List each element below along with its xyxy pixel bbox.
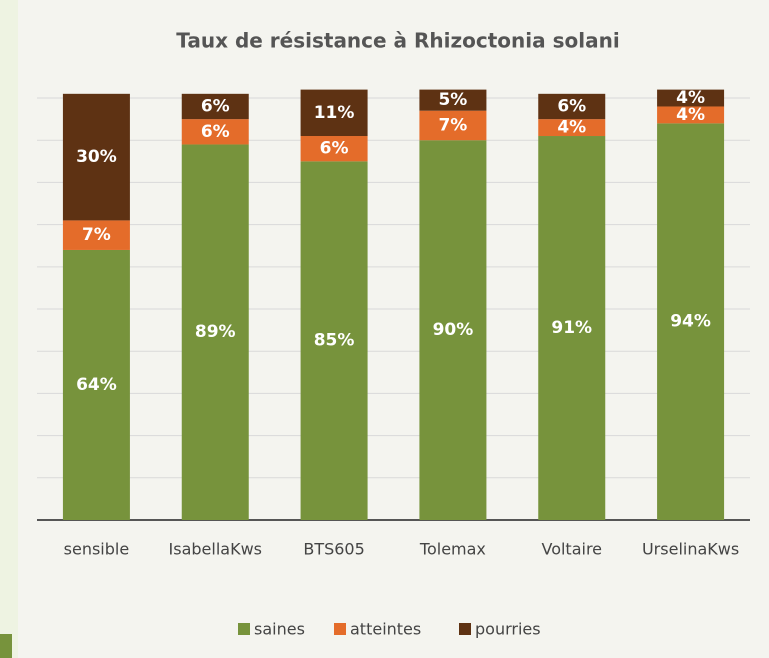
bar-segment	[300, 161, 368, 521]
data-label: 90%	[433, 320, 474, 340]
bar-segment	[62, 249, 130, 520]
legend-label: atteintes	[350, 620, 421, 639]
bar-segment	[181, 119, 249, 145]
data-label: 85%	[314, 331, 355, 351]
data-label: 91%	[551, 318, 592, 338]
legend-swatch	[459, 623, 471, 635]
bar-segment	[538, 119, 606, 137]
bar-segment	[419, 140, 487, 520]
data-label: 4%	[557, 118, 586, 138]
data-label: 11%	[314, 103, 355, 123]
data-label: 89%	[195, 322, 236, 342]
bar-segment	[181, 93, 249, 120]
bar-segment	[419, 89, 487, 111]
data-label: 5%	[438, 90, 467, 110]
bar-segment	[62, 93, 130, 221]
bar-segment	[657, 89, 725, 107]
x-tick-label: UrselinaKws	[642, 540, 739, 559]
chart-title: Taux de résistance à Rhizoctonia solani	[176, 29, 619, 53]
bar-segment	[419, 110, 487, 141]
side-strip	[0, 0, 18, 658]
data-label: 64%	[76, 375, 117, 395]
data-label: 4%	[676, 88, 705, 108]
x-tick-label: Tolemax	[419, 540, 486, 559]
legend-swatch	[238, 623, 250, 635]
bar-segment	[300, 136, 368, 162]
x-tick-label: BTS605	[303, 540, 364, 559]
data-label: 7%	[82, 225, 111, 245]
data-label: 7%	[438, 115, 467, 135]
corner-square	[0, 634, 12, 658]
data-label: 94%	[670, 312, 711, 332]
data-label: 6%	[320, 139, 349, 159]
legend-label: saines	[254, 620, 305, 639]
bar-segment	[657, 106, 725, 124]
data-label: 30%	[76, 147, 117, 167]
bar-segment	[538, 136, 606, 520]
bar-segment	[538, 93, 606, 120]
bar-segment	[62, 220, 130, 250]
legend-label: pourries	[475, 620, 541, 639]
legend-swatch	[334, 623, 346, 635]
x-tick-label: IsabellaKws	[169, 540, 262, 559]
x-tick-label: sensible	[64, 540, 130, 559]
data-label: 4%	[676, 105, 705, 125]
bar-segment	[181, 144, 249, 520]
data-label: 6%	[201, 96, 230, 116]
bar-segment	[657, 123, 725, 520]
bar-segment	[300, 89, 368, 137]
data-label: 6%	[201, 122, 230, 142]
x-tick-label: Voltaire	[541, 540, 602, 559]
data-label: 6%	[557, 96, 586, 116]
